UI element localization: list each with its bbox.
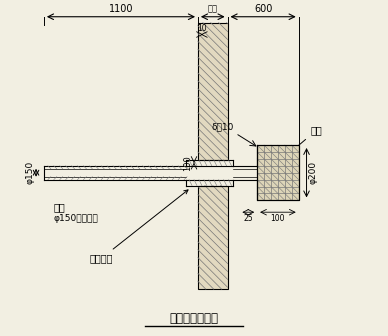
Text: φ200: φ200 xyxy=(308,161,317,184)
Text: 10: 10 xyxy=(197,24,207,33)
Text: 油麻: 油麻 xyxy=(299,125,322,145)
Text: 100: 100 xyxy=(271,214,285,223)
Polygon shape xyxy=(198,23,228,160)
Text: 封闭圆环: 封闭圆环 xyxy=(89,190,188,263)
Text: 电缆管穿墙做法: 电缆管穿墙做法 xyxy=(170,312,218,325)
Polygon shape xyxy=(198,185,228,289)
Text: 1100: 1100 xyxy=(109,4,133,14)
Text: φ150: φ150 xyxy=(25,161,34,184)
Text: 600: 600 xyxy=(254,4,272,14)
Text: 25: 25 xyxy=(244,214,253,223)
Polygon shape xyxy=(44,177,186,180)
Text: 100: 100 xyxy=(183,155,192,171)
Polygon shape xyxy=(44,166,186,169)
Text: 墙厚: 墙厚 xyxy=(208,5,218,14)
Text: δ＝10: δ＝10 xyxy=(211,122,234,131)
Text: φ150镀锌钢管: φ150镀锌钢管 xyxy=(54,214,99,223)
Text: 电缆: 电缆 xyxy=(54,202,66,212)
Polygon shape xyxy=(257,145,299,200)
